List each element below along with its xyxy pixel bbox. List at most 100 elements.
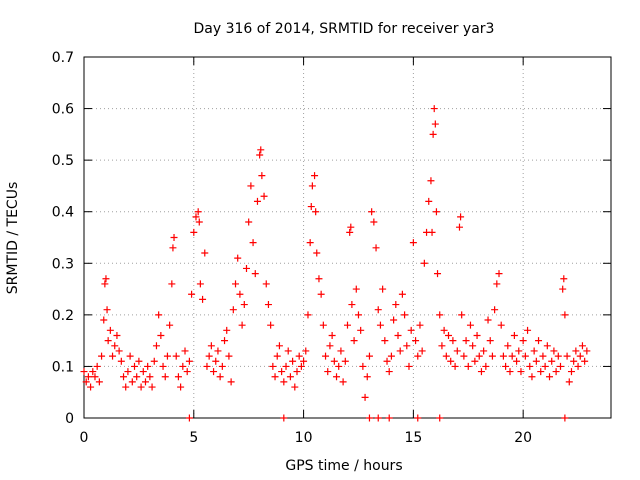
data-point xyxy=(502,362,510,370)
data-point xyxy=(101,280,109,288)
data-point xyxy=(560,275,568,283)
data-point xyxy=(190,228,198,236)
data-point xyxy=(453,347,461,355)
data-point xyxy=(486,337,494,345)
data-point xyxy=(194,208,202,216)
data-point xyxy=(537,368,545,376)
data-point xyxy=(392,301,400,309)
y-axis-label: SRMTID / TECUs xyxy=(5,182,21,295)
data-point xyxy=(517,368,525,376)
data-point xyxy=(548,357,556,365)
y-tick-label: 0.3 xyxy=(52,256,74,272)
data-point xyxy=(210,368,218,376)
data-point xyxy=(567,368,575,376)
data-point xyxy=(418,347,426,355)
y-tick-label: 0.1 xyxy=(52,359,74,375)
data-point xyxy=(91,373,99,381)
x-tick-label: 5 xyxy=(189,430,198,446)
data-point xyxy=(172,352,180,360)
data-point xyxy=(223,326,231,334)
data-point xyxy=(526,362,534,370)
data-point xyxy=(286,373,294,381)
data-point xyxy=(436,311,444,319)
data-point xyxy=(152,342,160,350)
data-point xyxy=(98,352,106,360)
data-point xyxy=(477,368,485,376)
data-point xyxy=(436,414,444,422)
data-point xyxy=(317,290,325,298)
data-point xyxy=(365,352,373,360)
data-point xyxy=(313,249,321,257)
data-point xyxy=(262,280,270,288)
data-point xyxy=(234,254,242,262)
data-point xyxy=(150,357,158,365)
data-point xyxy=(469,342,477,350)
data-point xyxy=(135,357,143,365)
data-point xyxy=(104,337,112,345)
data-point xyxy=(407,326,415,334)
data-point xyxy=(335,362,343,370)
data-point xyxy=(242,264,250,272)
data-point xyxy=(203,362,211,370)
data-point xyxy=(157,331,165,339)
data-point xyxy=(256,151,264,159)
data-point xyxy=(179,362,187,370)
data-point xyxy=(524,326,532,334)
data-point xyxy=(297,362,305,370)
data-point xyxy=(414,352,422,360)
data-point xyxy=(170,234,178,241)
x-axis-label: GPS time / hours xyxy=(285,458,402,474)
data-point xyxy=(216,373,224,381)
data-point xyxy=(519,337,527,345)
data-point xyxy=(315,275,323,283)
data-point xyxy=(581,357,589,365)
data-point xyxy=(80,368,88,376)
data-point xyxy=(455,223,463,231)
data-point xyxy=(183,368,191,376)
x-tick-label: 0 xyxy=(80,430,89,446)
data-point xyxy=(429,130,437,138)
data-point xyxy=(390,316,398,324)
data-point xyxy=(212,357,220,365)
data-point xyxy=(257,146,265,154)
x-tick-label: 10 xyxy=(295,430,313,446)
x-tick-labels: 0 5 10 15 20 xyxy=(80,430,533,446)
data-point xyxy=(95,378,103,386)
data-point xyxy=(304,311,312,319)
data-point xyxy=(346,228,354,236)
data-point xyxy=(376,321,384,329)
data-point xyxy=(103,306,111,314)
data-point xyxy=(326,342,334,350)
data-point xyxy=(221,337,229,345)
data-point xyxy=(368,208,376,216)
data-point xyxy=(550,347,558,355)
data-point xyxy=(337,347,345,355)
data-point xyxy=(352,285,360,293)
data-point xyxy=(225,352,233,360)
data-point xyxy=(348,301,356,309)
data-point xyxy=(462,337,470,345)
data-point xyxy=(515,347,523,355)
data-point xyxy=(361,393,369,401)
data-point xyxy=(201,249,209,257)
data-point xyxy=(451,362,459,370)
data-point xyxy=(359,362,367,370)
data-point xyxy=(278,368,286,376)
data-point xyxy=(253,197,261,205)
data-point xyxy=(374,306,382,314)
data-point xyxy=(181,347,189,355)
data-point xyxy=(236,290,244,298)
data-point xyxy=(155,311,163,319)
data-point xyxy=(251,270,259,278)
data-point xyxy=(196,280,204,288)
data-point xyxy=(214,347,222,355)
data-point xyxy=(416,321,424,329)
data-point xyxy=(365,414,373,422)
data-point xyxy=(284,347,292,355)
data-point xyxy=(504,342,512,350)
data-point xyxy=(447,357,455,365)
data-point xyxy=(403,342,411,350)
y-tick-label: 0.7 xyxy=(52,50,74,66)
data-point xyxy=(442,352,450,360)
data-point xyxy=(552,368,560,376)
